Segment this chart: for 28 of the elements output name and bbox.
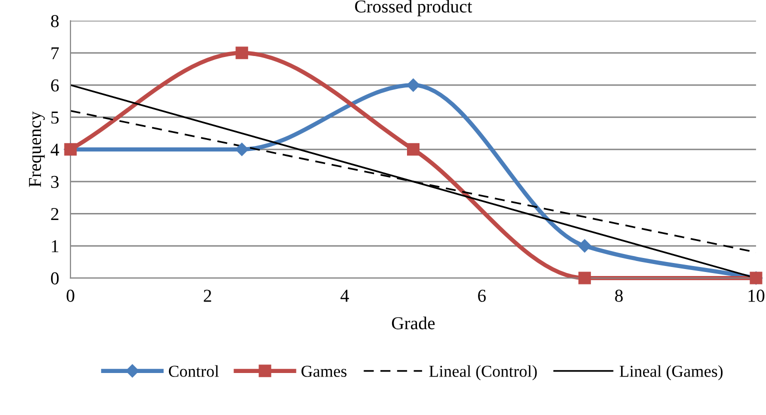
y-tick-label: 1 — [52, 240, 58, 252]
x-axis-title: Grade — [392, 316, 435, 330]
point — [235, 142, 248, 156]
point — [406, 78, 420, 92]
y-tick-label: 7 — [52, 47, 59, 60]
legend-label: Lineal (Games) — [620, 365, 723, 380]
x-tick-label: 4 — [340, 290, 349, 302]
x-tick-label: 0 — [66, 290, 74, 302]
point — [578, 272, 591, 284]
legend-label: Lineal (Control) — [429, 365, 537, 380]
legend-label: Games — [301, 366, 346, 377]
y-tick-label: 3 — [51, 176, 59, 188]
x-tick-label: 10 — [748, 290, 764, 302]
point — [236, 46, 248, 60]
y-tick-label: 4 — [50, 144, 60, 156]
y-tick-label: 0 — [51, 272, 59, 284]
y-tick-label: 2 — [51, 208, 58, 220]
y-axis-title: Frequency — [29, 111, 45, 187]
point — [578, 239, 592, 252]
legend-label: Control — [168, 365, 219, 377]
y-tick-label: 8 — [51, 15, 59, 28]
x-tick-label: 6 — [478, 290, 486, 302]
x-tick-label: 8 — [615, 290, 623, 302]
y-tick-label: 5 — [51, 112, 59, 124]
x-tick-label: 2 — [204, 290, 212, 302]
y-tick-label: 6 — [51, 79, 59, 92]
point — [407, 143, 420, 156]
chart-title: Crossed product — [355, 0, 472, 16]
